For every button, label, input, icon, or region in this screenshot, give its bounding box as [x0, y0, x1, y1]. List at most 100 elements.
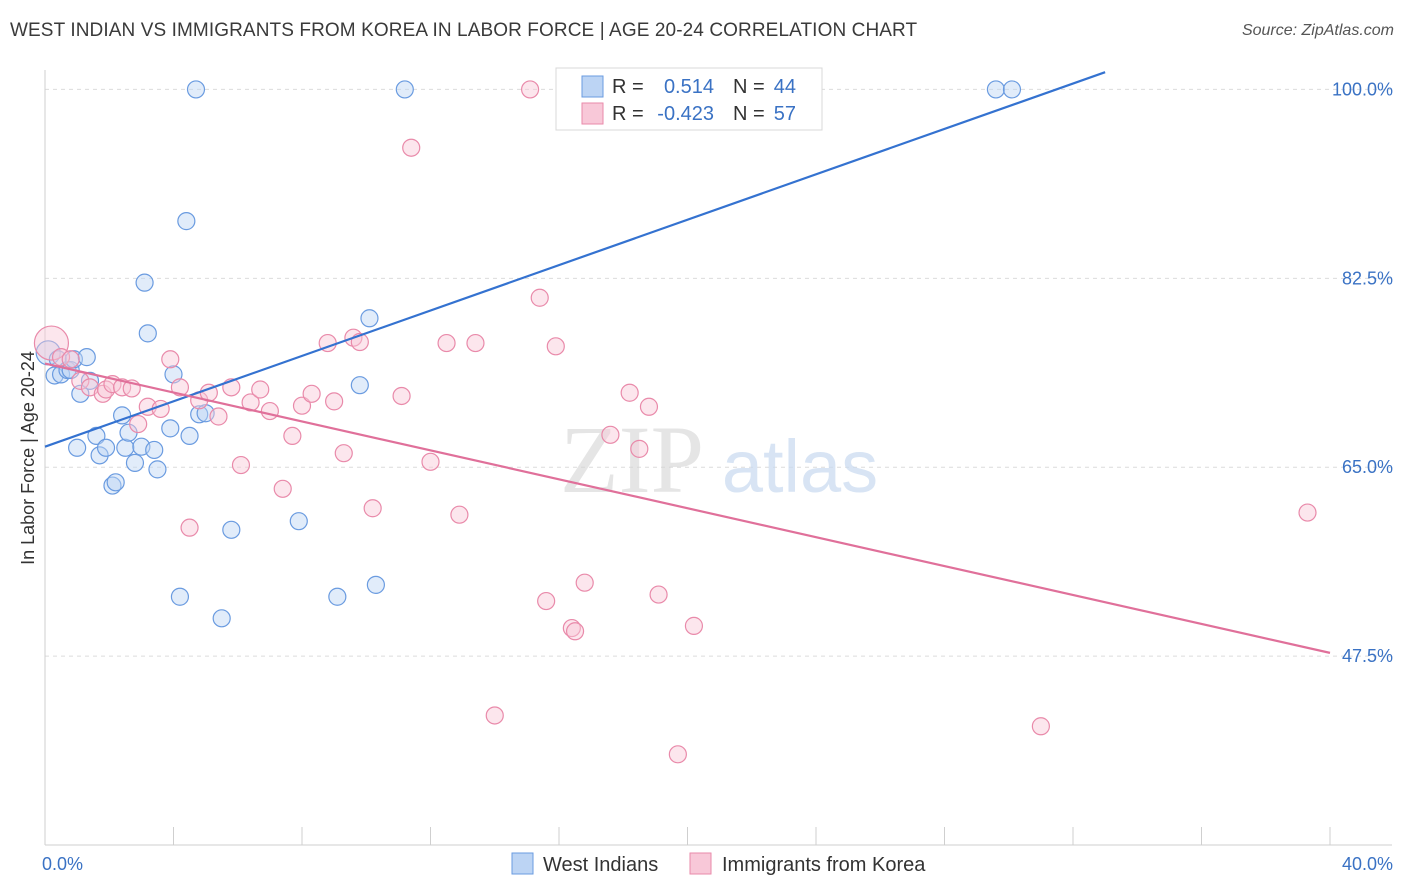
trend-line-west-indians	[44, 71, 1106, 448]
watermark-atlas: atlas	[722, 425, 878, 508]
west-indians-point-37	[350, 376, 369, 395]
west-indians-point-25	[161, 419, 180, 438]
korea-point-52	[649, 585, 668, 604]
korea-point-36	[421, 452, 440, 471]
korea-point-15	[180, 518, 199, 537]
korea-point-43	[537, 591, 556, 611]
korea-point-25	[283, 426, 302, 446]
korea-point-39	[466, 333, 485, 353]
bottom-legend-swatch-blue	[511, 852, 534, 875]
west-indians-point-31	[190, 405, 209, 424]
legend-n-value-blue: 44	[774, 76, 796, 98]
legend-r-value-pink: -0.423	[657, 103, 714, 125]
korea-point-37	[437, 333, 456, 353]
korea-point-44	[546, 337, 565, 356]
west-indians-point-12	[90, 446, 109, 465]
west-indians-point-7	[68, 438, 87, 457]
series-west-indians-points	[35, 80, 1022, 628]
west-indians-point-13	[96, 438, 116, 457]
korea-point-22	[251, 380, 270, 399]
west-indians-point-21	[135, 273, 154, 292]
west-indians-point-35	[289, 512, 308, 531]
korea-point-29	[325, 392, 344, 411]
west-indians-point-40	[395, 80, 414, 99]
legend-r-value-blue: 0.514	[664, 76, 714, 98]
west-indians-point-8	[71, 384, 90, 403]
korea-point-46	[565, 622, 585, 641]
west-indians-point-30	[186, 80, 206, 99]
x-tick-label-1: 40.0%	[1342, 854, 1393, 874]
west-indians-point-38	[360, 309, 379, 328]
legend-r-label-blue: R =	[612, 76, 644, 98]
bottom-legend-label-pink: Immigrants from Korea	[722, 854, 926, 876]
korea-point-42	[530, 288, 549, 307]
west-indians-point-10	[80, 371, 100, 390]
west-indians-point-15	[106, 473, 125, 492]
y-tick-label-1: 65.0%	[1342, 457, 1393, 477]
bottom-legend-swatch-pink	[689, 852, 712, 875]
korea-point-56	[1298, 503, 1317, 522]
west-indians-point-23	[145, 440, 164, 460]
korea-point-14	[170, 378, 190, 397]
west-indians-point-17	[116, 438, 135, 457]
legend-swatch-pink	[581, 102, 604, 125]
legend-n-value-pink: 57	[774, 103, 796, 125]
west-indians-point-41	[986, 80, 1006, 99]
west-indians-point-39	[366, 575, 385, 594]
bottom-legend-label-blue: West Indians	[543, 854, 658, 876]
y-tick-label-0: 47.5%	[1342, 646, 1393, 666]
west-indians-point-22	[138, 324, 157, 343]
korea-point-55	[1031, 717, 1050, 736]
korea-point-23	[260, 401, 279, 421]
west-indians-point-34	[222, 520, 241, 539]
korea-point-13	[161, 350, 180, 369]
korea-point-50	[630, 439, 649, 458]
korea-point-35	[402, 138, 421, 157]
west-indians-point-36	[328, 587, 347, 606]
korea-point-26	[292, 396, 312, 415]
korea-point-53	[668, 745, 687, 764]
y-axis-label: In Labor Force | Age 20-24	[18, 351, 38, 565]
y-tick-label-3: 100.0%	[1332, 79, 1393, 99]
korea-point-49	[620, 383, 639, 402]
west-indians-point-19	[125, 453, 145, 472]
west-indians-point-28	[177, 212, 196, 231]
legend-swatch-blue	[581, 75, 604, 98]
bottom-legend: West Indians Immigrants from Korea	[511, 852, 926, 876]
west-indians-point-24	[148, 460, 167, 479]
x-tick-label-0: 0.0%	[42, 854, 83, 874]
legend-box: R = 0.514 N = 44 R = -0.423 N = 57	[555, 67, 823, 131]
grid-lines	[45, 88, 1392, 657]
korea-point-10	[129, 414, 148, 434]
watermark-zip: ZIP	[560, 406, 704, 513]
trend-lines	[44, 71, 1331, 654]
tick-labels: 47.5% 65.0% 82.5% 100.0% 0.0% 40.0%	[42, 79, 1393, 874]
trend-line-korea	[44, 362, 1331, 654]
korea-point-27	[302, 384, 321, 403]
series-korea-points	[33, 80, 1317, 764]
korea-point-40	[485, 706, 504, 725]
korea-point-34	[392, 386, 411, 406]
korea-point-54	[684, 616, 704, 635]
legend-n-label-blue: N =	[733, 76, 765, 98]
west-indians-point-33	[212, 609, 231, 628]
watermark: ZIP atlas	[560, 406, 878, 513]
korea-point-30	[334, 444, 353, 463]
korea-point-38	[450, 505, 469, 524]
korea-point-33	[363, 499, 382, 518]
legend-r-label-pink: R =	[612, 103, 644, 125]
korea-point-47	[575, 573, 594, 592]
source-label: Source: ZipAtlas.com	[1241, 22, 1394, 39]
west-indians-point-29	[180, 426, 199, 446]
korea-point-2	[61, 350, 80, 369]
korea-point-18	[209, 407, 228, 426]
korea-point-45	[562, 618, 581, 638]
west-indians-point-14	[103, 476, 122, 495]
chart-title: WEST INDIAN VS IMMIGRANTS FROM KOREA IN …	[10, 20, 918, 41]
axes	[44, 70, 1392, 846]
legend-n-label-pink: N =	[733, 103, 765, 125]
west-indians-point-42	[1002, 80, 1022, 99]
y-tick-label-2: 82.5%	[1342, 268, 1393, 288]
korea-point-48	[601, 425, 620, 444]
